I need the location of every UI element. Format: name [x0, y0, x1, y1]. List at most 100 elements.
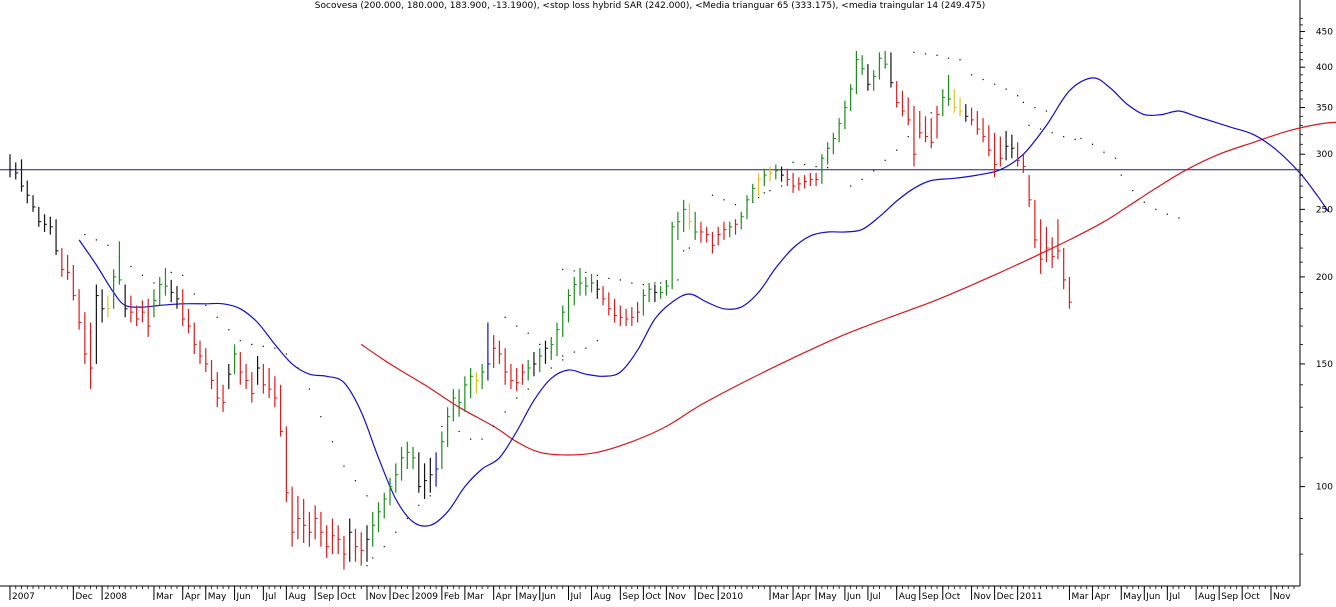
sar-dot [947, 57, 950, 59]
sar-dot [481, 438, 483, 440]
price-bar [360, 532, 364, 566]
price-bar [383, 492, 387, 519]
sar-dot [562, 359, 564, 361]
sar-dot [1080, 137, 1082, 140]
x-tick-label: Apr [795, 592, 811, 602]
price-bar [458, 389, 462, 417]
price-bar [780, 166, 785, 182]
sar-dot [130, 265, 132, 268]
x-tick-label: Dec [997, 592, 1014, 602]
sar-dot [354, 480, 357, 482]
price-bar [1011, 134, 1015, 159]
price-bar [435, 452, 439, 487]
x-tick-label: Feb [444, 592, 460, 602]
sar-dot [585, 347, 587, 349]
price-bar [441, 431, 445, 469]
sar-dot [429, 495, 431, 497]
x-tick-label: Aug [288, 592, 306, 602]
y-tick-label: 300 [1316, 150, 1333, 160]
price-bar [665, 279, 669, 296]
price-bar [418, 452, 422, 493]
moving-average-lines [78, 77, 1336, 527]
x-tick-label: Jul [869, 592, 881, 602]
x-tick-label: 2011 [1020, 592, 1043, 602]
sar-dot [827, 167, 829, 169]
sar-dot [936, 54, 938, 56]
price-bar [855, 50, 859, 95]
sar-dot [516, 325, 518, 327]
x-tick-label: Dec [392, 592, 409, 602]
price-bar [130, 295, 134, 323]
sar-dot [861, 178, 863, 181]
y-tick-label: 450 [1316, 28, 1333, 38]
sar-dot [1051, 132, 1053, 134]
sar-dot [780, 185, 783, 187]
sar-dot [970, 74, 973, 76]
price-bar [913, 105, 917, 167]
price-bar [199, 340, 203, 364]
price-bar [982, 118, 986, 143]
price-bar [326, 525, 330, 558]
price-bar [884, 50, 888, 69]
price-bar [170, 279, 174, 303]
sar-dot [516, 397, 518, 399]
price-bar [314, 505, 318, 540]
sar-dot [930, 112, 932, 114]
price-bar [999, 136, 1003, 167]
price-bar [1045, 226, 1049, 263]
price-bar [786, 168, 790, 187]
price-bar [740, 211, 744, 230]
sar-dot [372, 557, 374, 559]
price-bar [446, 407, 451, 447]
price-bar [429, 457, 433, 493]
sar-dot [1091, 143, 1094, 145]
price-bar [78, 289, 82, 330]
price-bar [596, 279, 600, 299]
price-bar [297, 495, 301, 540]
price-bar [890, 52, 894, 88]
price-bar [700, 221, 704, 243]
sar-dot [251, 343, 253, 346]
series-line [78, 77, 1329, 527]
y-tick-label: 150 [1316, 360, 1333, 370]
price-bar [683, 199, 687, 232]
sar-dot [470, 438, 472, 440]
sar-dot [631, 282, 633, 284]
price-bar [187, 308, 191, 334]
x-tick-label: Oct [945, 592, 961, 602]
sar-dot [596, 340, 598, 342]
price-bar [919, 111, 923, 139]
price-bar [527, 359, 531, 381]
x-tick-label: Aug [1198, 592, 1216, 602]
price-bar [372, 511, 376, 547]
price-bar [516, 367, 520, 392]
sar-dot [308, 388, 311, 390]
price-bar [608, 292, 612, 316]
sar-dot [1114, 157, 1117, 159]
x-tick-label: Nov [974, 592, 992, 602]
price-bar [590, 273, 595, 293]
sar-dot [924, 53, 927, 55]
price-bar [861, 55, 865, 75]
price-bar [637, 302, 641, 323]
x-tick-label: May [208, 592, 227, 602]
price-bar [107, 295, 111, 318]
x-tick-label: Nov [369, 592, 387, 602]
price-bar [262, 363, 266, 394]
price-bar [959, 97, 963, 117]
price-bar [55, 219, 59, 256]
price-bar [717, 226, 721, 246]
price-bar [947, 74, 952, 106]
sar-dot [539, 343, 541, 346]
price-bar [924, 116, 928, 143]
price-bar [821, 154, 825, 184]
x-tick-label: Apr [185, 592, 201, 602]
price-bar [303, 498, 307, 543]
price-bar [1028, 175, 1032, 207]
sar-dot [331, 441, 334, 443]
price-bar [268, 367, 272, 399]
price-bar [688, 203, 692, 230]
sar-dot [527, 388, 529, 390]
sar-dot [297, 367, 299, 369]
price-bar [343, 535, 347, 570]
